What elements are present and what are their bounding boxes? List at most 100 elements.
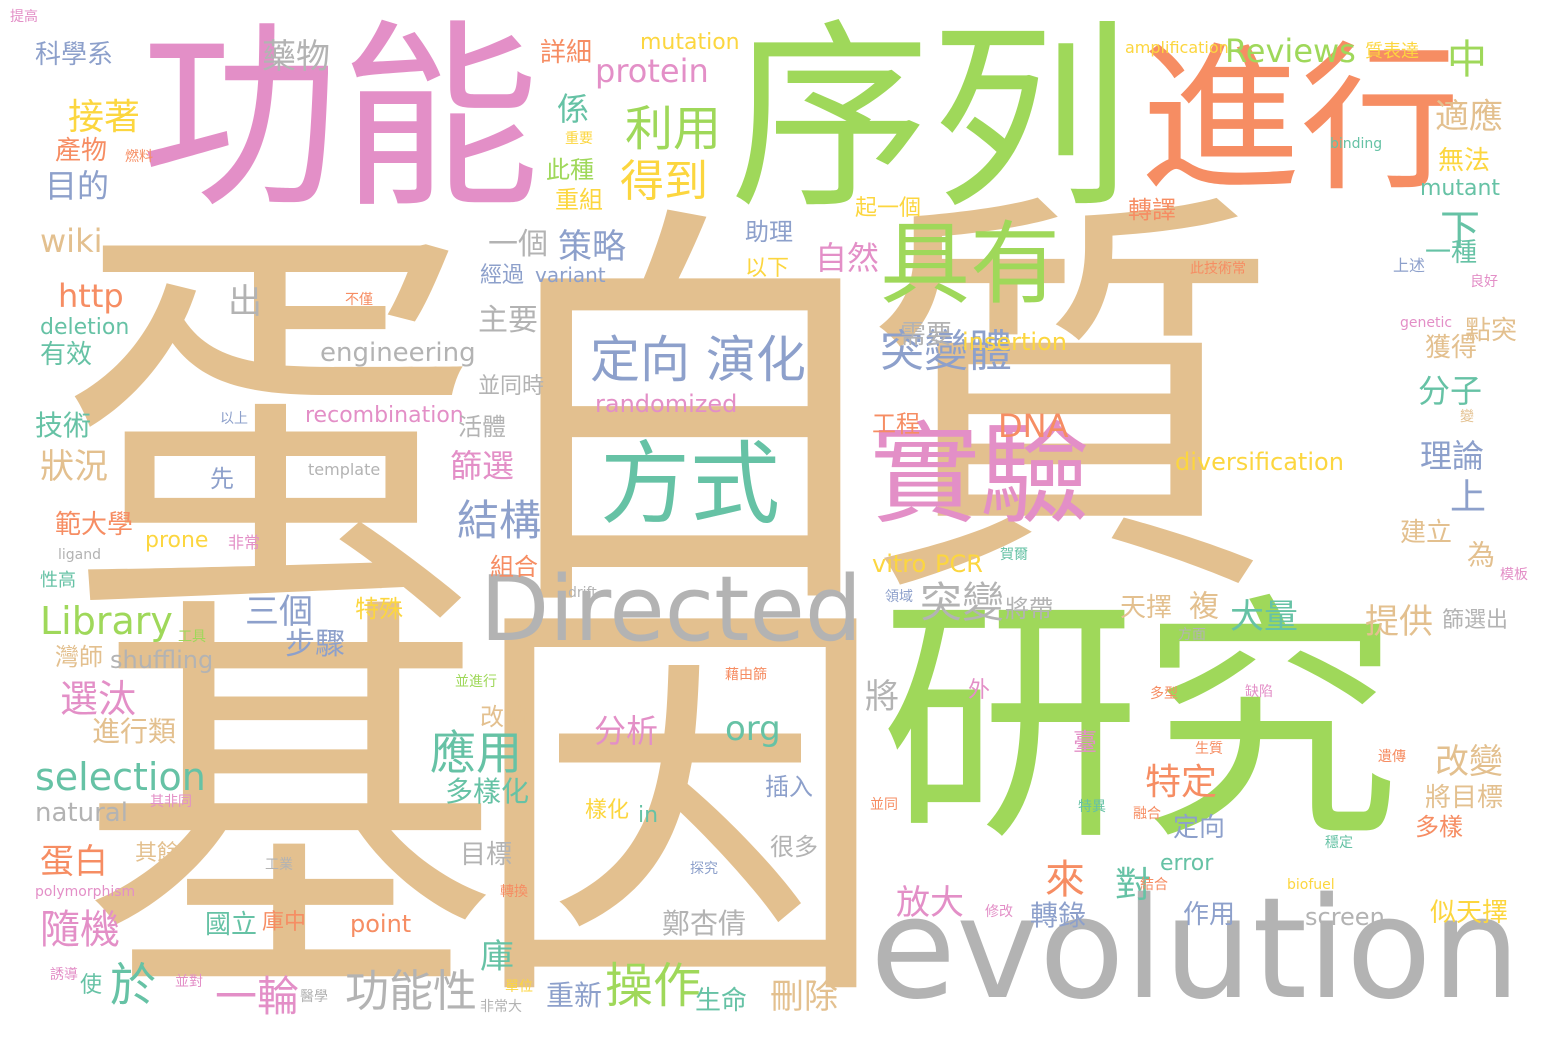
- word-pcr: PCR: [935, 550, 983, 578]
- word-directed: Directed: [480, 557, 862, 662]
- word-142: 外: [968, 678, 991, 703]
- word-178: 探究: [690, 861, 718, 877]
- word-154: 多型: [1150, 686, 1178, 702]
- word-174: 領域: [885, 589, 913, 605]
- word-96: 一種: [1425, 238, 1478, 268]
- word-165: 變: [1460, 409, 1474, 425]
- word-35: 灣師: [55, 643, 103, 671]
- word-48: 生命: [695, 986, 748, 1016]
- word-141: 性高: [40, 570, 76, 591]
- word-biofuel: biofuel: [1287, 877, 1335, 893]
- word-166: 臺: [1073, 728, 1097, 756]
- word-104: 活體: [458, 413, 506, 441]
- word-77: 步驟: [285, 627, 345, 662]
- word-polymorphism: polymorphism: [35, 884, 136, 900]
- word-point: point: [350, 910, 412, 938]
- word-126: 使: [80, 973, 103, 998]
- word-173: 修改: [985, 904, 1013, 920]
- word-selection: selection: [35, 755, 206, 799]
- word-13: 方式: [600, 432, 780, 537]
- word-83: 篩選: [450, 447, 515, 485]
- word-recombination: recombination: [305, 403, 464, 428]
- word-natural: natural: [35, 798, 128, 828]
- word-133: 其餘: [135, 841, 180, 866]
- word-159: 轉換: [500, 884, 528, 900]
- word-112: 起一個: [855, 196, 922, 221]
- word-79: 突變: [920, 578, 1005, 627]
- word-genetic: genetic: [1400, 315, 1453, 331]
- word-47: 操作: [605, 958, 702, 1014]
- word-17: 得到: [620, 156, 708, 207]
- word-54: 轉錄: [1030, 899, 1087, 932]
- word-wiki: wiki: [40, 222, 103, 260]
- word-11: 實驗: [870, 411, 1090, 539]
- word-111: 以下: [745, 256, 790, 281]
- word-in: in: [638, 803, 659, 828]
- word-72: 插入: [765, 773, 813, 801]
- word-168: 燃料: [125, 149, 153, 165]
- word-132: 樣化: [585, 798, 630, 823]
- word-125: 庫: [480, 937, 514, 977]
- word-binding: binding: [1330, 136, 1383, 152]
- word-1: 白: [480, 175, 900, 664]
- word-70: 目標: [460, 840, 513, 870]
- word-vitro: vitro: [872, 550, 927, 578]
- word-167: 並同: [870, 797, 898, 813]
- word-147: 以上: [220, 411, 248, 427]
- word-116: 重組: [555, 186, 603, 214]
- word-175: 特異: [1078, 799, 1106, 815]
- word-0: 蛋: [60, 190, 480, 679]
- word-73: 大量: [1230, 597, 1298, 637]
- word-171: 誘導: [50, 967, 78, 983]
- word-library: Library: [40, 599, 173, 643]
- word-protein: protein: [595, 52, 709, 90]
- word-2: 質: [860, 160, 1280, 649]
- word-71: 很多: [770, 833, 818, 861]
- word-160: 醫學: [300, 989, 328, 1005]
- word-38: 進行類: [92, 715, 177, 748]
- word-24: 接著: [68, 97, 141, 138]
- word-61: 定向: [1173, 813, 1226, 843]
- word-114: 係: [552, 92, 590, 124]
- word-158: 並進行: [455, 674, 497, 690]
- word-164: 不僅: [345, 292, 373, 308]
- word-12: 具有: [880, 212, 1060, 317]
- word-65: 多樣: [1415, 813, 1463, 841]
- word-152: 生質: [1195, 741, 1223, 757]
- word-101: 主要: [478, 303, 538, 338]
- word-74: 提供: [1365, 602, 1433, 642]
- word-82: 結構: [457, 496, 542, 545]
- word-25: 產物: [55, 136, 108, 166]
- word-144: 此技術常: [1190, 261, 1246, 277]
- word-76: 三個: [245, 592, 313, 632]
- word-dna: DNA: [998, 407, 1069, 445]
- word-44: 於: [110, 958, 156, 1012]
- word-157: 其非同: [150, 794, 192, 810]
- word-engineering: engineering: [320, 338, 476, 368]
- word-4: 因: [470, 565, 890, 1052]
- word-80: 將帶: [1005, 595, 1053, 623]
- word-143: 庫中: [262, 910, 307, 935]
- word-162: 單位: [505, 979, 533, 995]
- word-deletion: deletion: [40, 315, 130, 340]
- word-81: 天擇: [1120, 593, 1173, 623]
- word-179: 賀爾: [1000, 547, 1028, 563]
- word-14: 定向 演化: [590, 331, 806, 389]
- word-amplification: amplification: [1125, 38, 1229, 57]
- word-shuffling: shuffling: [110, 646, 214, 674]
- word-prone: prone: [145, 528, 209, 553]
- word-123: 將: [865, 677, 899, 717]
- word-22: 詳細: [540, 38, 593, 68]
- word-118: 適應: [1435, 97, 1503, 137]
- word-170: 並對: [175, 974, 203, 990]
- word-15: 突變體: [880, 326, 1012, 377]
- word-59: 對: [1115, 865, 1152, 906]
- word-drift: drift: [568, 585, 597, 601]
- word-89: 分子: [1418, 372, 1483, 410]
- word-91: 上: [1450, 477, 1487, 518]
- word-53: 鄭杏倩: [662, 907, 747, 940]
- word-26: 目的: [45, 167, 110, 205]
- word-113: 轉譯: [1128, 196, 1176, 224]
- word-16: 利用: [625, 101, 722, 157]
